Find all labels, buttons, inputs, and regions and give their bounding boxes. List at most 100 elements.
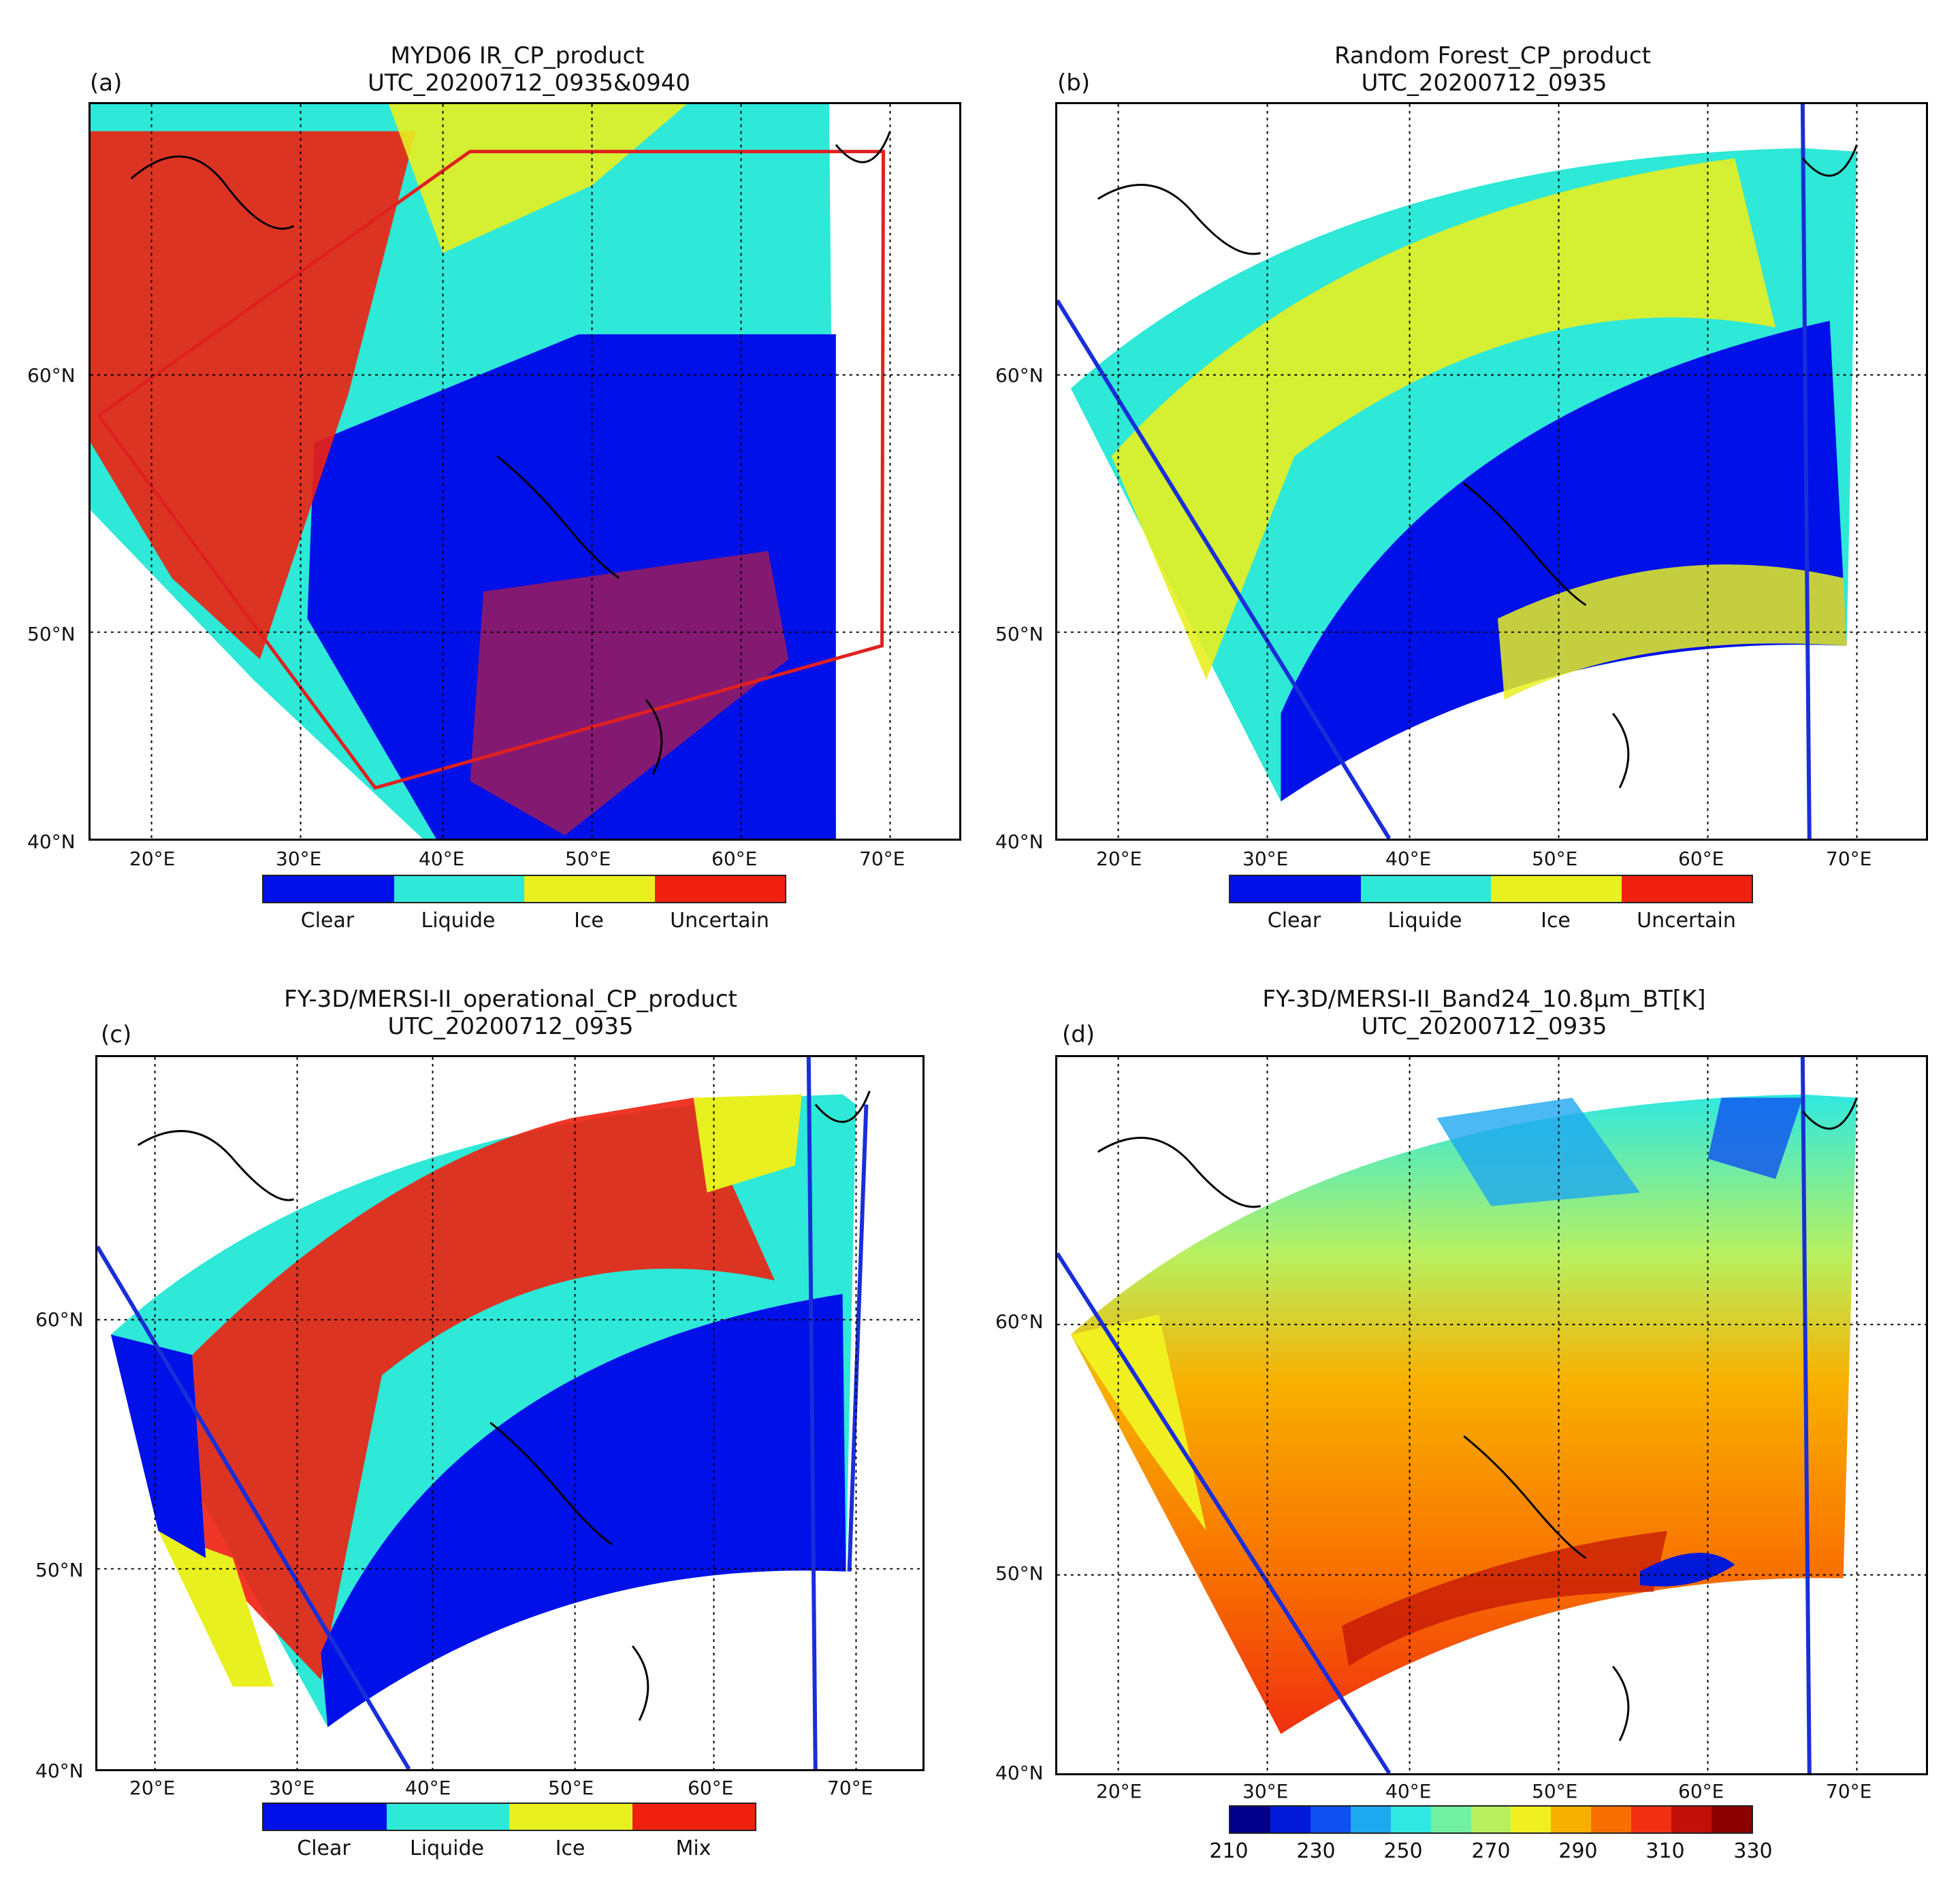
- panel-b-label: (b): [1057, 69, 1091, 97]
- panel-a-label: (a): [90, 69, 123, 97]
- panel-b-legend-clear: Clear: [1267, 909, 1321, 933]
- panel-d-cold-east: [1707, 1097, 1803, 1179]
- panel-d-warm-south: [1342, 1531, 1667, 1666]
- panel-c-lon-50: 50°E: [548, 1777, 594, 1799]
- panel-d-lat-40: 40°N: [995, 1762, 1044, 1784]
- bt-colorbar-segment: [1310, 1807, 1351, 1832]
- panel-c-legend-clear: Clear: [297, 1837, 351, 1860]
- panel-d-cb-250: 250: [1383, 1839, 1423, 1863]
- panel-c-legend-ice: Ice: [555, 1837, 585, 1860]
- panel-d-yellow-west: [1070, 1314, 1206, 1532]
- panel-c-coastlines: [137, 1090, 871, 1722]
- panel-a-legend-bar: [262, 875, 786, 903]
- bt-colorbar-segment: [1350, 1807, 1391, 1832]
- panel-d-title-line1: FY-3D/MERSI-II_Band24_10.8μm_BT[K]: [1262, 986, 1706, 1013]
- bt-colorbar-segment: [1390, 1807, 1431, 1832]
- panel-a-lon-30: 30°E: [276, 847, 322, 870]
- panel-c-lon-60: 60°E: [688, 1777, 734, 1799]
- panel-c-orbit-right: [806, 1057, 818, 1769]
- panel-d-coastlines: [1097, 1097, 1858, 1741]
- bt-colorbar-segment: [1270, 1807, 1311, 1832]
- panel-a-ice-region: [388, 104, 687, 253]
- panel-d-cb-270: 270: [1471, 1839, 1511, 1863]
- panel-a-legend-liquid: Liquide: [421, 909, 496, 933]
- panel-b-lon-20: 20°E: [1096, 847, 1142, 870]
- panel-a-title-line1: MYD06 IR_CP_product: [390, 42, 645, 69]
- panel-b-ice-region: [1111, 158, 1776, 680]
- bt-colorbar-segment: [1511, 1807, 1552, 1832]
- panel-c-orbit-left: [97, 1245, 411, 1769]
- panel-a-legend-ice: Ice: [574, 909, 604, 933]
- panel-a-outline-box: [97, 150, 886, 790]
- panel-c-lat-50: 50°N: [35, 1559, 84, 1581]
- panel-c-ice-region: [693, 1094, 802, 1193]
- panel-a-lat-50: 50°N: [27, 623, 76, 645]
- panel-b-lat-50: 50°N: [995, 623, 1044, 645]
- panel-c-title-line2: UTC_20200712_0935: [387, 1013, 634, 1040]
- panel-d-cold-spot: [1639, 1553, 1735, 1587]
- panel-a-white-gap: [91, 510, 342, 839]
- panel-b-lat-60: 60°N: [995, 364, 1044, 387]
- panel-a-lat-40: 40°N: [27, 830, 76, 853]
- panel-a-lat-60: 60°N: [27, 364, 76, 387]
- panel-a-mix-south: [470, 551, 789, 836]
- panel-d-lon-60: 60°E: [1678, 1780, 1724, 1803]
- panel-c-lon-30: 30°E: [269, 1777, 315, 1799]
- panel-c-label: (c): [101, 1021, 132, 1048]
- panel-c-clear-region: [321, 1294, 846, 1728]
- panel-c-legend-bar: [262, 1803, 756, 1831]
- panel-a-title-line2: UTC_20200712_0935&0940: [368, 69, 691, 97]
- panel-d-lon-70: 70°E: [1826, 1780, 1872, 1803]
- panel-b-clear-region: [1281, 321, 1847, 802]
- bt-colorbar-segment: [1591, 1807, 1632, 1832]
- bt-colorbar-segment: [1230, 1807, 1270, 1832]
- panel-a-legend-clear: Clear: [300, 909, 355, 933]
- panel-d-orbit-right: [1800, 1057, 1812, 1773]
- panel-c-ice-west: [158, 1531, 274, 1687]
- panel-d-cb-310: 310: [1645, 1839, 1685, 1863]
- panel-b-map: [1055, 102, 1928, 841]
- panel-d-cold-north: [1436, 1097, 1640, 1206]
- bt-colorbar-segment: [1471, 1807, 1511, 1832]
- panel-d-title: FY-3D/MERSI-II_Band24_10.8μm_BT[K] UTC_2…: [1212, 986, 1756, 1040]
- panel-b-ice-south: [1497, 564, 1847, 700]
- panel-d-cb-210: 210: [1209, 1839, 1249, 1863]
- panel-d-lat-60: 60°N: [995, 1310, 1044, 1333]
- panel-c-orbit-right2: [847, 1104, 869, 1572]
- panel-d-orbit-left: [1057, 1252, 1392, 1773]
- panel-d-lon-40: 40°E: [1385, 1780, 1432, 1803]
- panel-a-coastlines: [130, 131, 891, 775]
- panel-d-cb-330: 330: [1733, 1839, 1773, 1863]
- panel-a-lon-60: 60°E: [711, 847, 758, 870]
- panel-a-lon-40: 40°E: [419, 847, 465, 870]
- panel-d-lon-50: 50°E: [1532, 1780, 1578, 1803]
- bt-colorbar-segment: [1430, 1807, 1471, 1832]
- panel-d-title-line2: UTC_20200712_0935: [1361, 1013, 1607, 1040]
- panel-b-lat-40: 40°N: [995, 830, 1044, 853]
- panel-c-legend-liquid: Liquide: [410, 1837, 484, 1860]
- panel-c-lon-70: 70°E: [827, 1777, 873, 1799]
- panel-c-title-line1: FY-3D/MERSI-II_operational_CP_product: [284, 986, 737, 1013]
- panel-a-map: [89, 102, 961, 841]
- panel-b-orbit-left: [1057, 299, 1392, 839]
- bt-colorbar-segment: [1671, 1807, 1712, 1832]
- panel-d-lat-50: 50°N: [995, 1562, 1044, 1585]
- panel-b-title-line2: UTC_20200712_0935: [1361, 69, 1607, 97]
- panel-c-lon-20: 20°E: [129, 1777, 176, 1799]
- panel-c-map: [95, 1055, 925, 1771]
- panel-c-mix-region: [192, 1097, 775, 1680]
- panel-c-lat-60: 60°N: [35, 1308, 84, 1331]
- panel-c-lat-40: 40°N: [35, 1760, 84, 1782]
- panel-b-lon-50: 50°E: [1532, 847, 1578, 870]
- panel-b-legend-liquid: Liquide: [1387, 909, 1462, 933]
- panel-a-lon-70: 70°E: [859, 847, 905, 870]
- panel-d-lon-20: 20°E: [1096, 1780, 1142, 1803]
- bt-colorbar-segment: [1631, 1807, 1672, 1832]
- panel-b-legend-bar: [1229, 875, 1753, 903]
- bt-colorbar-segment: [1551, 1807, 1592, 1832]
- panel-b-title: Random Forest_CP_product UTC_20200712_09…: [1334, 42, 1651, 97]
- panel-b-lon-30: 30°E: [1242, 847, 1289, 870]
- panel-b-title-line1: Random Forest_CP_product: [1334, 42, 1651, 69]
- panel-d-colorbar: [1229, 1805, 1753, 1834]
- bt-colorbar-segment: [1712, 1807, 1752, 1832]
